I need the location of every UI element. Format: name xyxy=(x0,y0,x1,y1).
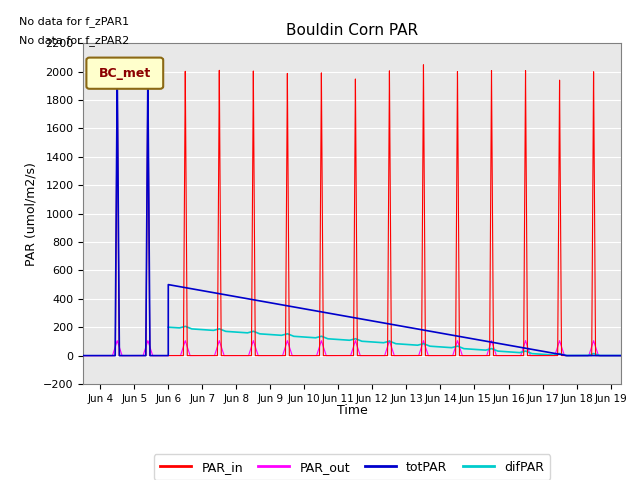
PAR_out xyxy=(404,353,412,359)
Line: PAR_out: PAR_out xyxy=(83,341,621,356)
Text: No data for f_zPAR2: No data for f_zPAR2 xyxy=(19,35,129,46)
PAR_in xyxy=(213,353,221,359)
PAR_in xyxy=(79,353,87,359)
difPAR xyxy=(164,324,172,330)
Title: Bouldin Corn PAR: Bouldin Corn PAR xyxy=(286,23,418,38)
Text: No data for f_zPAR1: No data for f_zPAR1 xyxy=(19,16,129,27)
difPAR xyxy=(614,353,621,359)
PAR_out xyxy=(424,353,432,359)
Line: totPAR: totPAR xyxy=(83,72,621,356)
PAR_in xyxy=(333,353,341,359)
difPAR xyxy=(502,349,509,355)
PAR_in xyxy=(617,353,625,359)
totPAR xyxy=(582,353,590,359)
difPAR xyxy=(254,330,262,336)
totPAR xyxy=(424,328,432,334)
difPAR xyxy=(412,342,420,348)
difPAR xyxy=(412,342,420,348)
Line: PAR_in: PAR_in xyxy=(83,65,621,356)
totPAR xyxy=(113,70,121,75)
totPAR xyxy=(213,290,221,296)
PAR_out xyxy=(79,353,87,359)
PAR_in xyxy=(420,62,428,68)
PAR_in xyxy=(424,353,432,359)
difPAR xyxy=(181,324,189,329)
difPAR xyxy=(562,353,570,359)
PAR_out xyxy=(213,345,221,350)
Line: difPAR: difPAR xyxy=(168,326,621,356)
totPAR xyxy=(79,353,87,359)
Y-axis label: PAR (umol/m2/s): PAR (umol/m2/s) xyxy=(24,162,37,265)
PAR_out xyxy=(333,353,341,359)
totPAR xyxy=(465,335,472,341)
PAR_out xyxy=(465,353,472,359)
X-axis label: Time: Time xyxy=(337,404,367,417)
PAR_in xyxy=(404,353,412,359)
PAR_out xyxy=(216,338,223,344)
Legend: PAR_in, PAR_out, totPAR, difPAR: PAR_in, PAR_out, totPAR, difPAR xyxy=(154,455,550,480)
difPAR xyxy=(617,353,625,359)
totPAR xyxy=(617,353,625,359)
PAR_out xyxy=(617,353,625,359)
difPAR xyxy=(472,347,479,352)
Text: BC_met: BC_met xyxy=(99,67,151,80)
PAR_out xyxy=(582,353,590,359)
PAR_in xyxy=(465,353,472,359)
PAR_in xyxy=(582,353,590,359)
totPAR xyxy=(333,312,341,318)
totPAR xyxy=(404,324,412,330)
